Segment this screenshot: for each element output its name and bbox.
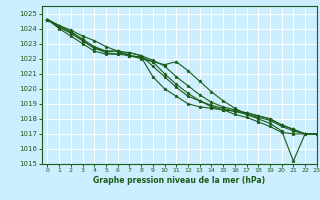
X-axis label: Graphe pression niveau de la mer (hPa): Graphe pression niveau de la mer (hPa) xyxy=(93,176,265,185)
